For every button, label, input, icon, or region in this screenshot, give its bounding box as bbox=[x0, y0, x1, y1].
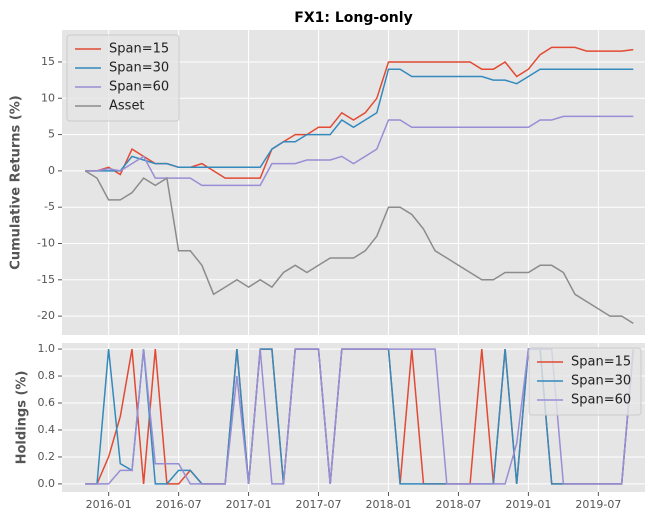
y-tick-label: -10 bbox=[37, 237, 55, 250]
legend-label: Span=60 bbox=[109, 80, 169, 95]
legend-label: Span=30 bbox=[571, 374, 631, 389]
x-tick-label: 2016-01 bbox=[86, 498, 132, 511]
y-tick-label: -5 bbox=[44, 200, 55, 213]
legend-box bbox=[528, 347, 642, 416]
y-tick-label: 0.6 bbox=[38, 396, 56, 409]
chart-title: FX1: Long-only bbox=[294, 10, 412, 26]
x-tick-label: 2018-01 bbox=[365, 498, 411, 511]
y-tick-label: 5 bbox=[48, 128, 55, 141]
legend-label: Span=15 bbox=[109, 42, 169, 57]
y-tick-label: 0 bbox=[48, 164, 55, 177]
x-tick-label: 2017-07 bbox=[296, 498, 342, 511]
x-tick-label: 2018-07 bbox=[435, 498, 481, 511]
y-axis-label: Cumulative Returns (%) bbox=[9, 95, 24, 269]
y-axis-label: Holdings (%) bbox=[15, 371, 30, 465]
y-tick-label: 15 bbox=[41, 55, 55, 68]
series-line bbox=[84, 170, 634, 325]
y-tick-label: 1.0 bbox=[38, 342, 56, 355]
legend-label: Span=60 bbox=[571, 393, 631, 408]
legend-label: Span=15 bbox=[571, 355, 631, 370]
legend-label: Asset bbox=[109, 99, 145, 114]
x-tick-label: 2019-01 bbox=[505, 498, 551, 511]
y-tick-label: -20 bbox=[37, 309, 55, 322]
legend-box bbox=[66, 34, 180, 122]
x-tick-label: 2019-07 bbox=[575, 498, 621, 511]
y-tick-label: -15 bbox=[37, 273, 55, 286]
legend-label: Span=30 bbox=[109, 61, 169, 76]
y-tick-label: 0.4 bbox=[38, 423, 56, 436]
x-tick-label: 2017-01 bbox=[226, 498, 272, 511]
y-tick-label: 0.8 bbox=[38, 369, 56, 382]
x-tick-label: 2016-07 bbox=[156, 498, 202, 511]
y-tick-label: 0.0 bbox=[38, 477, 56, 490]
y-tick-label: 10 bbox=[41, 91, 55, 104]
series-line bbox=[85, 68, 634, 172]
series-line bbox=[85, 115, 634, 187]
y-tick-label: 0.2 bbox=[38, 450, 56, 463]
